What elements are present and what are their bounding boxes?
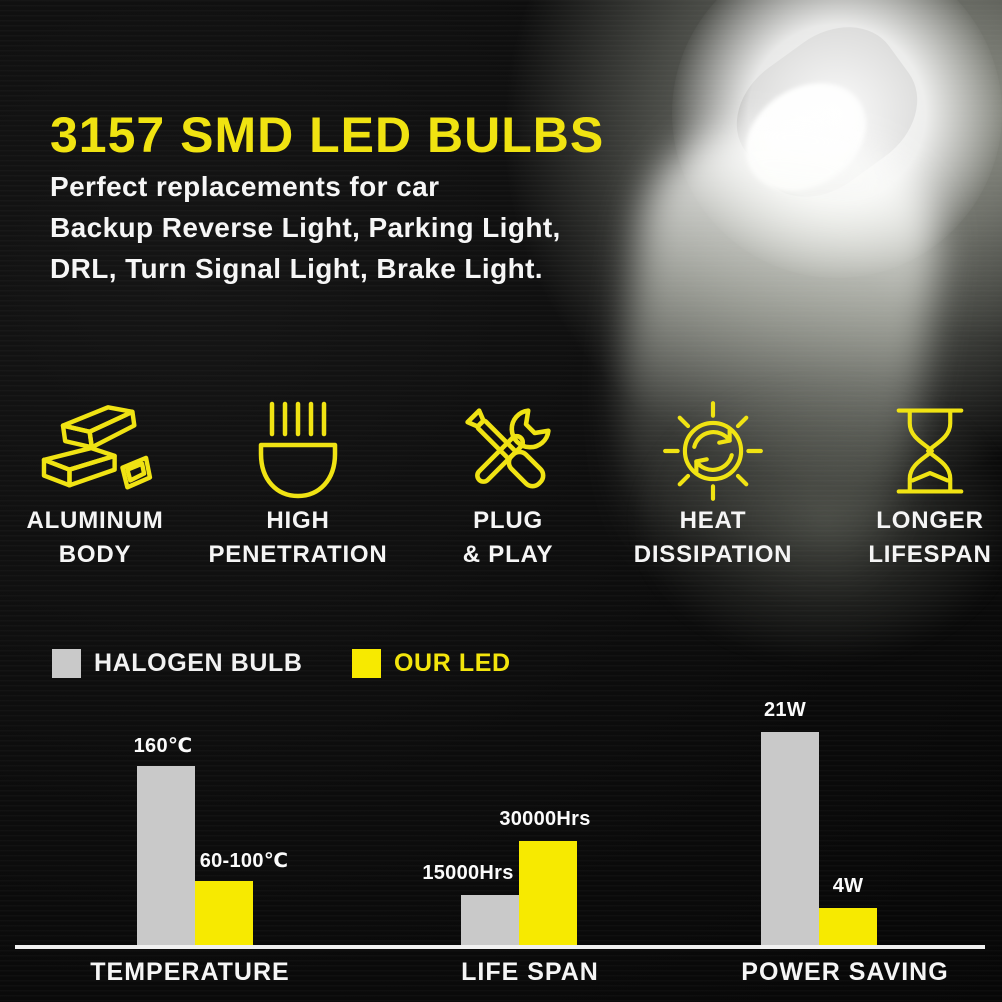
halogen-color-swatch [52,649,81,678]
bar-value-label: 15000Hrs [422,862,514,884]
feature-label: LONGER [876,507,984,534]
aluminum-ingots-icon [0,398,205,504]
halogen-bar [461,895,519,947]
feature-label: BODY [58,541,132,568]
legend-label: OUR LED [394,649,511,677]
product-description: Perfect replacements for car Backup Reve… [50,166,561,289]
led-bar [819,908,877,947]
feature-plug-and-play: PLUG & PLAY [398,398,618,572]
halogen-bar [761,732,819,947]
bar-value-label: 60-100℃ [199,850,289,872]
category-label: TEMPERATURE [90,958,290,986]
bar-value-label: 21W [763,699,807,721]
bar-value-label: 30000Hrs [499,808,591,830]
led-bar [195,881,253,947]
feature-label: ALUMINUM [26,507,164,534]
legend-label: HALOGEN BULB [94,649,303,677]
feature-high-penetration: HIGH PENETRATION [188,398,408,572]
bar-value-label: 4W [832,875,864,897]
description-line: Backup Reverse Light, Parking Light, [50,212,561,243]
feature-label: & PLAY [462,541,554,568]
description-line: Perfect replacements for car [50,171,440,202]
hourglass-icon [820,398,1002,504]
category-label: POWER SAVING [741,958,949,986]
feature-label: PLUG [473,507,543,534]
feature-label: HEAT [679,507,747,534]
feature-label: DISSIPATION [633,541,793,568]
feature-longer-lifespan: LONGER LIFESPAN [820,398,1002,572]
feature-heat-dissipation: HEAT DISSIPATION [603,398,823,572]
features-row: ALUMINUM BODY HIGH PENETRATION [0,398,1002,588]
description-line: DRL, Turn Signal Light, Brake Light. [50,253,543,284]
category-label: LIFE SPAN [461,958,599,986]
led-dome-rays-icon [188,398,408,504]
led-color-swatch [352,649,381,678]
halogen-bar [137,766,195,947]
chart-baseline [15,945,985,949]
sun-refresh-icon [603,398,823,504]
feature-label: LIFESPAN [868,541,992,568]
led-bar [519,841,577,947]
legend-item-halogen: HALOGEN BULB [52,649,303,678]
feature-aluminum-body: ALUMINUM BODY [0,398,205,572]
feature-label: PENETRATION [208,541,388,568]
feature-label: HIGH [266,507,330,534]
legend-item-our-led: OUR LED [352,649,511,678]
page-title: 3157 SMD LED BULBS [50,106,605,163]
wrench-screwdriver-icon [398,398,618,504]
bar-value-label: 160℃ [133,735,193,757]
